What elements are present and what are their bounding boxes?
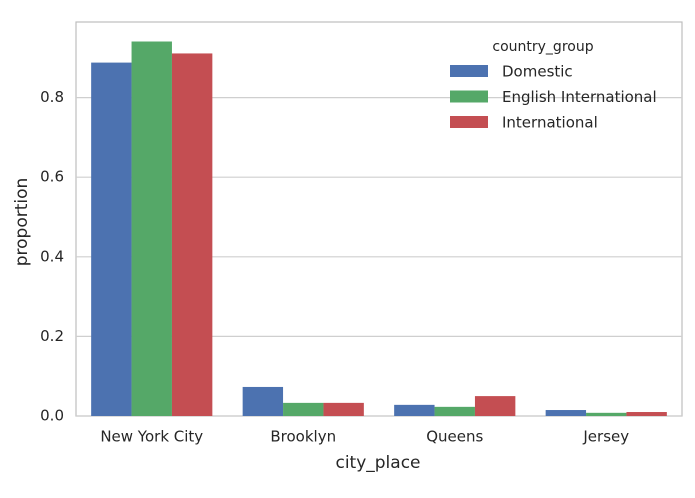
legend-title: country_group xyxy=(492,39,593,55)
bar xyxy=(394,404,435,416)
y-tick-label: 0.6 xyxy=(40,168,64,186)
bar xyxy=(434,406,475,416)
bar xyxy=(283,402,324,416)
legend-label: International xyxy=(502,114,598,132)
bar xyxy=(545,410,587,416)
y-tick-label: 0.4 xyxy=(40,247,64,265)
bar xyxy=(131,41,172,417)
bar xyxy=(626,412,667,416)
legend-swatch xyxy=(450,65,488,77)
bar xyxy=(323,402,364,416)
x-tick-label: Queens xyxy=(426,428,483,446)
y-tick-label: 0.8 xyxy=(40,88,64,106)
bar xyxy=(91,62,132,417)
legend-label: English International xyxy=(502,88,657,106)
y-tick-label: 0.2 xyxy=(40,327,64,345)
y-axis-label: proportion xyxy=(12,178,32,267)
bar xyxy=(586,412,627,416)
legend-swatch xyxy=(450,90,488,103)
x-tick-label: New York City xyxy=(100,428,203,446)
bar xyxy=(171,53,213,417)
legend-swatch xyxy=(450,116,488,128)
bar xyxy=(242,386,284,416)
legend-label: Domestic xyxy=(502,63,573,81)
y-tick-label: 0.0 xyxy=(40,407,64,425)
x-tick-label: Jersey xyxy=(582,428,629,446)
x-tick-label: Brooklyn xyxy=(270,428,336,446)
bar xyxy=(474,396,516,416)
x-axis-label: city_place xyxy=(335,453,420,473)
